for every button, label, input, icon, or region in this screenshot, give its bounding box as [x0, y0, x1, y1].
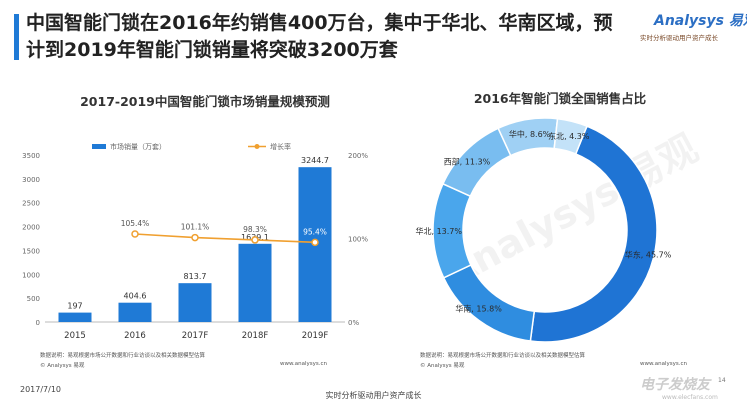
y-tick-label: 2500 — [22, 200, 40, 208]
site-watermark: 电子发烧友 — [640, 377, 710, 393]
footer-date: 2017/7/10 — [20, 385, 62, 394]
y2-tick-label: 200% — [348, 152, 368, 160]
bar-value-label: 197 — [67, 302, 82, 311]
pie-chart-title: 2016年智能门锁全国销售占比 — [473, 91, 647, 106]
slice-label: 华中, 8.6% — [509, 129, 551, 139]
y2-tick-label: 0% — [348, 319, 359, 327]
slice-label: 东北, 4.3% — [548, 131, 590, 141]
donut-slice — [442, 263, 536, 342]
bar-value-label: 404.6 — [124, 292, 147, 301]
growth-point — [251, 236, 259, 244]
y-tick-label: 1000 — [22, 271, 40, 279]
legend-swatch-bar — [92, 144, 106, 149]
x-tick-label: 2015 — [64, 331, 86, 341]
x-tick-label: 2017F — [182, 331, 209, 341]
page-headline: 中国智能门锁在2016年约销售400万台，集中于华北、华南区域，预计到2019年… — [26, 12, 613, 61]
page-number: 14 — [718, 377, 726, 384]
y2-tick-label: 100% — [348, 236, 368, 244]
y-tick-label: 500 — [27, 295, 40, 303]
slice-label: 华东, 45.7% — [625, 250, 672, 260]
slice-label: 华北, 13.7% — [416, 226, 463, 236]
analysys-logo: Analysys 易观 实时分析驱动用户资产成长 — [640, 10, 747, 50]
y-tick-label: 3500 — [22, 152, 40, 160]
title-accent-bar — [14, 14, 19, 60]
slice-label: 西部, 11.3% — [444, 157, 491, 167]
legend-label-line: 增长率 — [270, 142, 291, 151]
growth-point — [191, 233, 199, 242]
y-tick-label: 2000 — [22, 224, 40, 232]
pie-chart-note: 数据说明：易观根据市场公开数据和行业访谈以及相关数据模型估算 — [420, 353, 586, 359]
bar-chart-source-url: www.analysys.cn — [280, 361, 327, 367]
bar — [58, 312, 92, 322]
bar-chart-source: © Analysys 易观 — [40, 363, 85, 369]
bar-value-label: 3244.7 — [301, 156, 329, 165]
bar — [178, 283, 212, 322]
donut-slice — [553, 117, 588, 155]
growth-point — [311, 238, 319, 247]
bar — [238, 243, 272, 322]
footer-slogan: 实时分析驱动用户资产成长 — [325, 391, 422, 400]
growth-label: 95.4% — [303, 227, 327, 236]
x-tick-label: 2019F — [302, 331, 329, 341]
growth-label: 101.1% — [181, 223, 210, 232]
y-tick-label: 3000 — [22, 176, 40, 184]
growth-label: 98.3% — [243, 225, 267, 234]
x-tick-label: 2016 — [124, 331, 146, 341]
legend-label-bar: 市场销量（万套） — [110, 142, 166, 151]
growth-point — [131, 230, 139, 238]
donut-slice — [529, 125, 658, 343]
bar-value-label: 813.7 — [184, 272, 207, 281]
bar-chart-note: 数据说明：易观根据市场公开数据和行业访谈以及相关数据模型估算 — [40, 353, 206, 359]
y-tick-label: 0 — [36, 319, 40, 327]
pie-chart-source-url: www.analysys.cn — [640, 361, 687, 367]
bar-chart-title: 2017-2019中国智能门锁市场销量规模预测 — [80, 94, 330, 109]
x-tick-label: 2018F — [242, 331, 269, 341]
growth-line — [134, 233, 316, 244]
pie-chart-source: © Analysys 易观 — [420, 363, 465, 369]
site-watermark-url: www.elecfans.com — [662, 394, 718, 401]
logo-tagline: 实时分析驱动用户资产成长 — [640, 34, 718, 42]
legend-swatch-marker — [254, 144, 260, 149]
y-tick-label: 1500 — [22, 247, 40, 255]
bar — [118, 302, 152, 322]
growth-label: 105.4% — [121, 219, 150, 228]
logo-brand: Analysys 易观 — [654, 13, 747, 29]
slice-label: 华南, 15.8% — [455, 303, 502, 313]
